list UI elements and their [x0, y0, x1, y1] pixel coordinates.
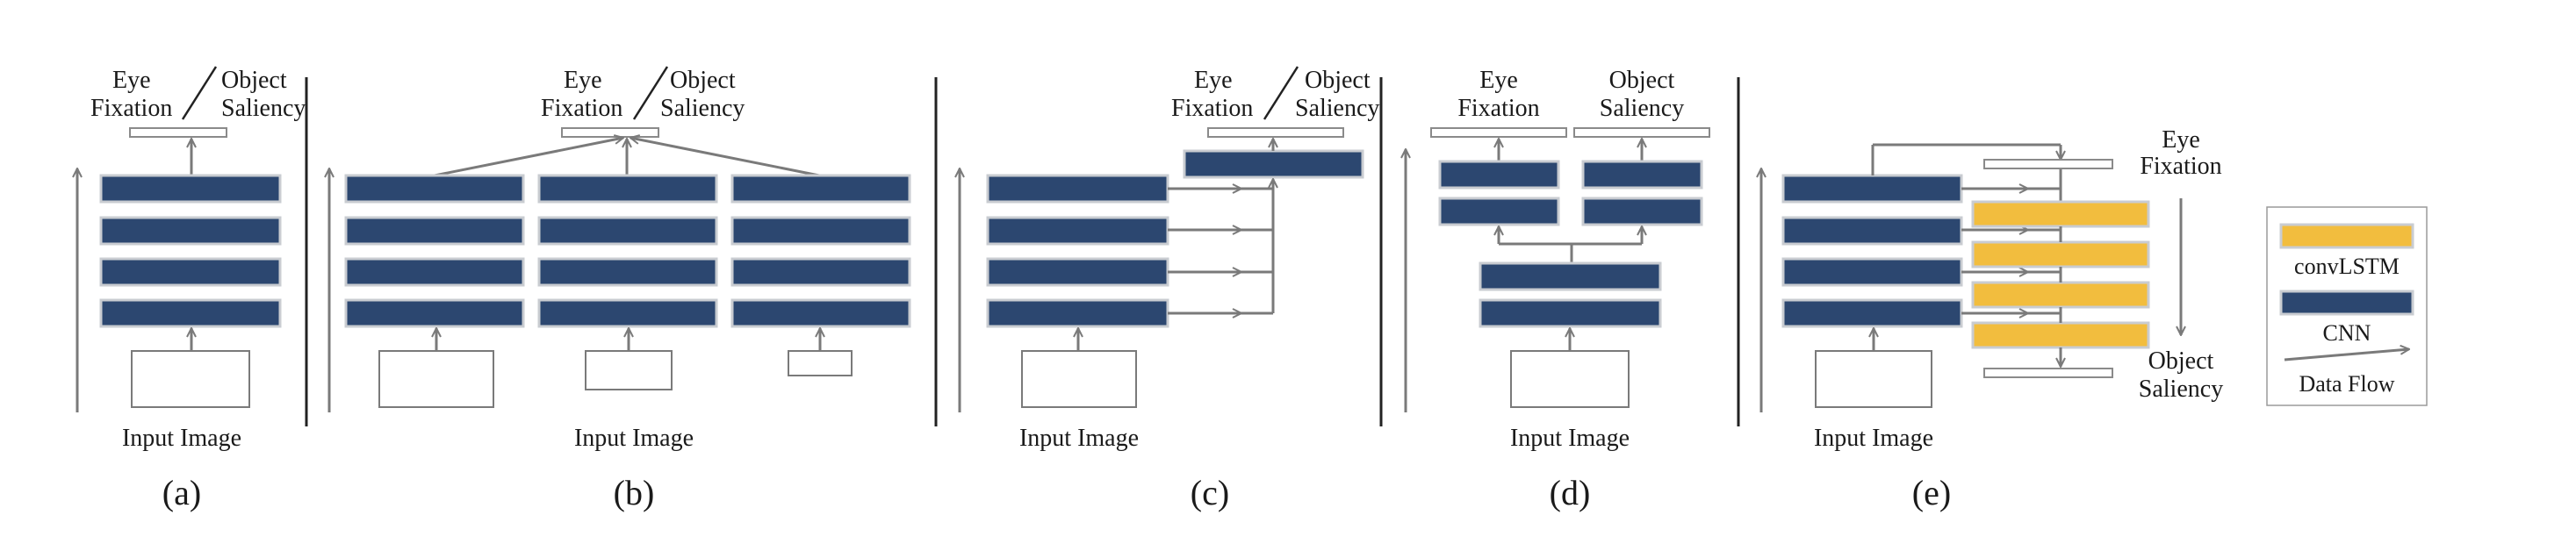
cnn-block: [99, 298, 282, 328]
legend: convLSTM CNN Data Flow: [2266, 206, 2428, 406]
object-label: Object: [1609, 67, 1675, 94]
output-map-object: [1573, 127, 1710, 138]
slash-divider: [632, 66, 669, 120]
input-image-label: Input Image: [1814, 425, 1933, 452]
input-image-box: [1815, 350, 1932, 408]
input-image-box: [1021, 350, 1137, 408]
cnn-block: [537, 257, 718, 287]
object-label: Object: [221, 67, 287, 94]
cnn-block: [1781, 257, 1963, 287]
slash-divider: [181, 66, 218, 120]
panel-label: (e): [1912, 473, 1951, 512]
saliency-label: Saliency: [221, 95, 306, 122]
object-label: Object: [1305, 67, 1371, 94]
eye-label: Eye: [1194, 67, 1233, 94]
input-image-label: Input Image: [574, 425, 694, 452]
cnn-block: [730, 298, 911, 328]
saliency-label: Saliency: [660, 95, 745, 122]
cnn-block: [537, 174, 718, 204]
input-image-box-large: [378, 350, 494, 408]
saliency-label: Saliency: [2139, 376, 2223, 403]
saliency-label: Saliency: [1600, 95, 1684, 122]
cnn-block: [344, 216, 525, 246]
cnn-block: [1781, 298, 1963, 328]
cnn-block: [730, 257, 911, 287]
cnn-block-shared: [1479, 298, 1662, 328]
cnn-block: [986, 216, 1169, 246]
cnn-block: [986, 257, 1169, 287]
data-flow-arrow: [630, 138, 820, 177]
legend-data-flow-label: Data Flow: [2299, 371, 2394, 397]
output-map: [561, 127, 659, 138]
panel-b: Eye Fixation Object Saliency Input Image: [329, 66, 911, 512]
cnn-block: [344, 174, 525, 204]
output-map-eye: [1430, 127, 1567, 138]
output-map-eye: [1983, 159, 2113, 169]
panel-label: (c): [1191, 473, 1229, 512]
eye-label: Eye: [1479, 67, 1518, 94]
saliency-label: Saliency: [1295, 95, 1379, 122]
cnn-block: [344, 257, 525, 287]
cnn-block: [1781, 174, 1963, 204]
input-image-label: Input Image: [122, 425, 241, 452]
legend-convlstm-label: convLSTM: [2294, 254, 2400, 279]
data-flow-arrow: [434, 138, 623, 177]
fixation-label: Fixation: [541, 95, 622, 122]
eye-label: Eye: [564, 67, 602, 94]
cnn-block: [99, 257, 282, 287]
panel-c: Eye Fixation Object Saliency Input Image…: [960, 66, 1379, 512]
fixation-label: Fixation: [1457, 95, 1539, 122]
cnn-block: [1781, 216, 1963, 246]
cnn-block: [99, 216, 282, 246]
fixation-label: Fixation: [1171, 95, 1253, 122]
cnn-block: [986, 298, 1169, 328]
eye-label: Eye: [112, 67, 151, 94]
input-image-box-medium: [585, 350, 673, 390]
cnn-block: [1438, 197, 1560, 226]
input-image-label: Input Image: [1510, 425, 1630, 452]
cnn-block: [730, 216, 911, 246]
convlstm-block: [1971, 281, 2150, 309]
panel-a: Eye Fixation Object Saliency Input Image…: [77, 66, 306, 512]
convlstm-block: [1971, 240, 2150, 268]
output-map-object: [1983, 368, 2113, 378]
object-label: Object: [2148, 347, 2214, 375]
cnn-block: [1438, 160, 1560, 190]
legend-cnn-label: CNN: [2323, 320, 2371, 346]
convlstm-block: [1971, 200, 2150, 228]
output-map: [129, 127, 227, 138]
object-label: Object: [670, 67, 736, 94]
cnn-block: [537, 216, 718, 246]
legend-data-flow-arrow: [2284, 349, 2409, 361]
panel-label: (d): [1550, 473, 1591, 512]
input-image-box: [1510, 350, 1630, 408]
panel-label: (a): [162, 473, 201, 512]
cnn-block: [537, 298, 718, 328]
output-map: [1207, 127, 1344, 138]
fixation-label: Fixation: [2140, 153, 2221, 180]
cnn-block: [986, 174, 1169, 204]
cnn-block: [730, 174, 911, 204]
panel-d: Eye Fixation Object Saliency Input Image…: [1406, 67, 1710, 512]
panel-label: (b): [614, 473, 655, 512]
legend-cnn-swatch: [2279, 290, 2414, 316]
input-image-box: [131, 350, 250, 408]
fixation-label: Fixation: [90, 95, 172, 122]
cnn-block: [1581, 197, 1703, 226]
cnn-block-shared: [1479, 261, 1662, 291]
cnn-block: [344, 298, 525, 328]
panel-e: Eye Fixation Object Saliency Input Image…: [1761, 126, 2223, 512]
cnn-block: [1581, 160, 1703, 190]
eye-label: Eye: [2162, 126, 2200, 154]
cnn-block-fusion: [1183, 149, 1364, 179]
input-image-box-small: [788, 350, 853, 376]
slash-divider: [1263, 66, 1299, 120]
legend-convlstm-swatch: [2279, 223, 2414, 249]
cnn-block: [99, 174, 282, 204]
input-image-label: Input Image: [1019, 425, 1139, 452]
convlstm-block: [1971, 321, 2150, 349]
